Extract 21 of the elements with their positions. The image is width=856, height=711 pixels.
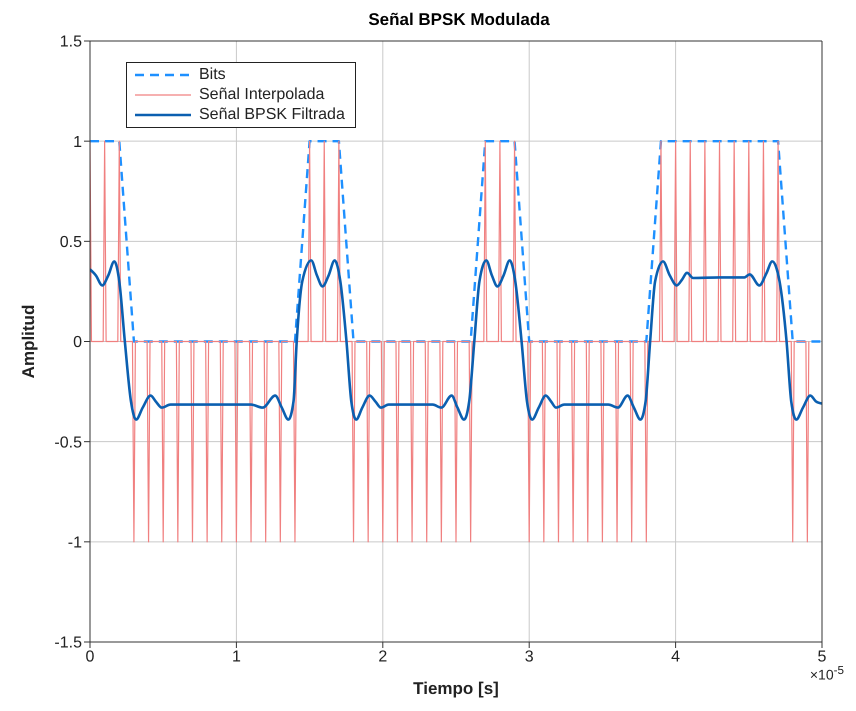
y-tick-label: -1.5: [54, 634, 82, 652]
chart-title: Señal BPSK Modulada: [367, 9, 551, 31]
y-tick-label: -1: [68, 534, 82, 552]
legend-label: Señal BPSK Filtrada: [199, 105, 345, 125]
y-tick-label: -0.5: [54, 434, 82, 452]
legend-label: Bits: [199, 65, 226, 85]
text: ×10$^{-5}$: [810, 664, 844, 683]
x-tick-label: 5: [818, 648, 827, 666]
x-axis-title: Tiempo [s]: [413, 679, 499, 698]
y-tick-label: 1: [73, 134, 82, 151]
x-tick-label: 1: [232, 648, 241, 666]
x-tick-label: 4: [671, 648, 680, 666]
x-tick-label: 3: [524, 648, 534, 666]
y-axis-title: Amplitud: [19, 304, 38, 378]
x-tick-label: 2: [378, 648, 388, 666]
x-tick-label: 0: [86, 648, 95, 666]
y-tick-label: 0.5: [60, 234, 82, 252]
y-tick-label: 0: [73, 334, 82, 352]
legend-label: Señal Interpolada: [199, 85, 324, 105]
line-series: [90, 259, 822, 421]
y-tick-label: 1.5: [60, 34, 82, 51]
